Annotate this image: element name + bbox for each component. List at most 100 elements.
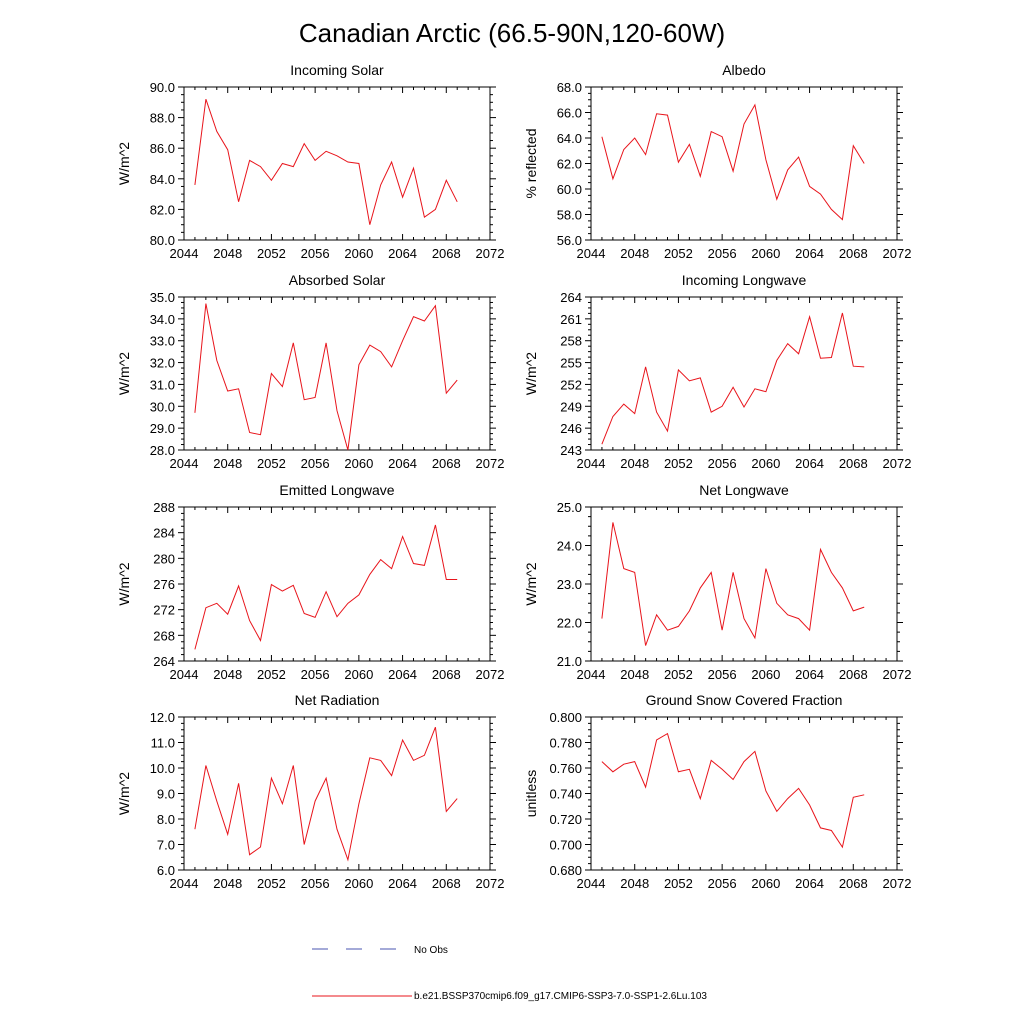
y-axis-label: W/m^2 — [523, 562, 539, 605]
y-tick-label: 24.0 — [557, 539, 582, 554]
y-tick-label: 29.0 — [150, 421, 175, 436]
x-tick-label: 2052 — [257, 667, 286, 682]
x-tick-label: 2056 — [301, 456, 330, 471]
x-tick-label: 2044 — [577, 246, 606, 261]
y-tick-label: 56.0 — [557, 233, 582, 248]
x-tick-label: 2060 — [344, 876, 373, 891]
x-tick-label: 2052 — [664, 667, 693, 682]
x-tick-label: 2060 — [751, 667, 780, 682]
y-tick-label: 32.0 — [150, 356, 175, 371]
series-line — [194, 99, 458, 225]
y-tick-label: 21.0 — [557, 654, 582, 669]
figure-title: Canadian Arctic (66.5-90N,120-60W) — [299, 18, 725, 48]
y-tick-label: 30.0 — [150, 399, 175, 414]
y-tick-label: 10.0 — [150, 761, 175, 776]
x-tick-label: 2056 — [301, 246, 330, 261]
panel-title: Net Radiation — [295, 692, 380, 708]
y-axis-label: unitless — [523, 770, 539, 817]
plot-frame — [183, 506, 491, 662]
x-tick-label: 2060 — [344, 456, 373, 471]
y-tick-label: 288 — [153, 500, 175, 515]
x-tick-label: 2056 — [301, 667, 330, 682]
y-tick-label: 268 — [153, 628, 175, 643]
x-tick-label: 2068 — [839, 456, 868, 471]
series-line — [194, 727, 458, 862]
y-tick-label: 0.800 — [549, 710, 582, 725]
y-tick-label: 0.740 — [549, 787, 582, 802]
x-tick-label: 2052 — [664, 876, 693, 891]
y-tick-label: 68.0 — [557, 80, 582, 95]
x-tick-label: 2056 — [708, 667, 737, 682]
x-tick-label: 2044 — [577, 456, 606, 471]
y-tick-label: 246 — [560, 421, 582, 436]
x-tick-label: 2064 — [388, 246, 417, 261]
x-tick-label: 2072 — [883, 246, 912, 261]
y-tick-label: 31.0 — [150, 377, 175, 392]
y-tick-label: 258 — [560, 334, 582, 349]
y-tick-label: 8.0 — [157, 812, 175, 827]
y-axis-label: W/m^2 — [523, 352, 539, 395]
x-tick-label: 2068 — [839, 246, 868, 261]
panel-5: Net Longwave 2044 2048 2052 2056 2060 2064 2068… — [523, 482, 911, 682]
y-tick-label: 0.760 — [549, 761, 582, 776]
y-axis-label: % reflected — [523, 128, 539, 198]
x-tick-label: 2060 — [751, 456, 780, 471]
y-tick-label: 66.0 — [557, 106, 582, 121]
x-tick-label: 2068 — [432, 876, 461, 891]
panel-4: Emitted Longwave 2044 2048 2052 2056 2060 2064… — [116, 482, 504, 682]
y-tick-label: 34.0 — [150, 312, 175, 327]
legend: No Obs b.e21.BSSP370cmip6.f09_g17.CMIP6-… — [312, 945, 707, 1002]
x-tick-label: 2052 — [664, 246, 693, 261]
panel-2: Absorbed Solar 2044 2048 2052 2056 2060 2064 20… — [116, 272, 504, 471]
panel-title: Absorbed Solar — [289, 272, 386, 288]
y-tick-label: 84.0 — [150, 172, 175, 187]
y-tick-label: 284 — [153, 526, 175, 541]
x-tick-label: 2052 — [257, 246, 286, 261]
y-tick-label: 261 — [560, 312, 582, 327]
series-line — [601, 312, 865, 445]
panel-title: Emitted Longwave — [279, 482, 394, 498]
panel-3: Incoming Longwave 2044 2048 2052 2056 2060 206… — [523, 272, 911, 471]
y-tick-label: 28.0 — [150, 443, 175, 458]
y-axis-label: W/m^2 — [116, 142, 132, 185]
y-tick-label: 0.680 — [549, 863, 582, 878]
x-tick-label: 2044 — [170, 246, 199, 261]
y-axis-label: W/m^2 — [116, 562, 132, 605]
x-tick-label: 2072 — [883, 876, 912, 891]
plot-frame — [183, 86, 491, 241]
x-tick-label: 2052 — [257, 876, 286, 891]
x-tick-label: 2044 — [577, 876, 606, 891]
x-tick-label: 2072 — [476, 876, 505, 891]
y-axis-label: W/m^2 — [116, 352, 132, 395]
y-tick-label: 7.0 — [157, 838, 175, 853]
y-tick-label: 243 — [560, 443, 582, 458]
y-tick-label: 62.0 — [557, 157, 582, 172]
y-tick-label: 264 — [153, 654, 175, 669]
x-tick-label: 2048 — [213, 667, 242, 682]
y-tick-label: 58.0 — [557, 208, 582, 223]
x-tick-label: 2044 — [170, 456, 199, 471]
x-tick-label: 2064 — [388, 667, 417, 682]
x-tick-label: 2072 — [476, 667, 505, 682]
x-tick-label: 2056 — [708, 456, 737, 471]
y-tick-label: 252 — [560, 377, 582, 392]
x-tick-label: 2068 — [432, 667, 461, 682]
x-tick-label: 2056 — [708, 876, 737, 891]
y-tick-label: 249 — [560, 399, 582, 414]
panel-title: Net Longwave — [699, 482, 789, 498]
y-tick-label: 6.0 — [157, 863, 175, 878]
y-tick-label: 82.0 — [150, 202, 175, 217]
x-tick-label: 2048 — [620, 456, 649, 471]
x-tick-label: 2072 — [883, 456, 912, 471]
x-tick-label: 2068 — [839, 667, 868, 682]
panel-7: Ground Snow Covered Fraction 2044 2048 2052… — [523, 692, 911, 891]
y-tick-label: 60.0 — [557, 182, 582, 197]
y-tick-label: 0.720 — [549, 812, 582, 827]
y-tick-label: 0.780 — [549, 736, 582, 751]
x-tick-label: 2072 — [883, 667, 912, 682]
series-line — [194, 524, 458, 650]
series-line — [194, 303, 458, 451]
x-tick-label: 2064 — [795, 246, 824, 261]
x-tick-label: 2048 — [213, 246, 242, 261]
y-tick-label: 264 — [560, 290, 582, 305]
